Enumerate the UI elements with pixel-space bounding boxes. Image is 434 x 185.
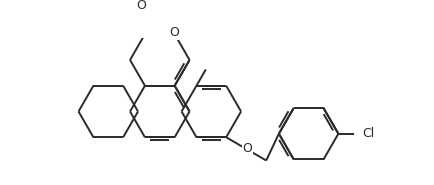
Text: Cl: Cl — [362, 127, 375, 140]
Text: O: O — [243, 142, 252, 155]
Text: O: O — [137, 0, 146, 12]
Text: O: O — [170, 26, 180, 39]
